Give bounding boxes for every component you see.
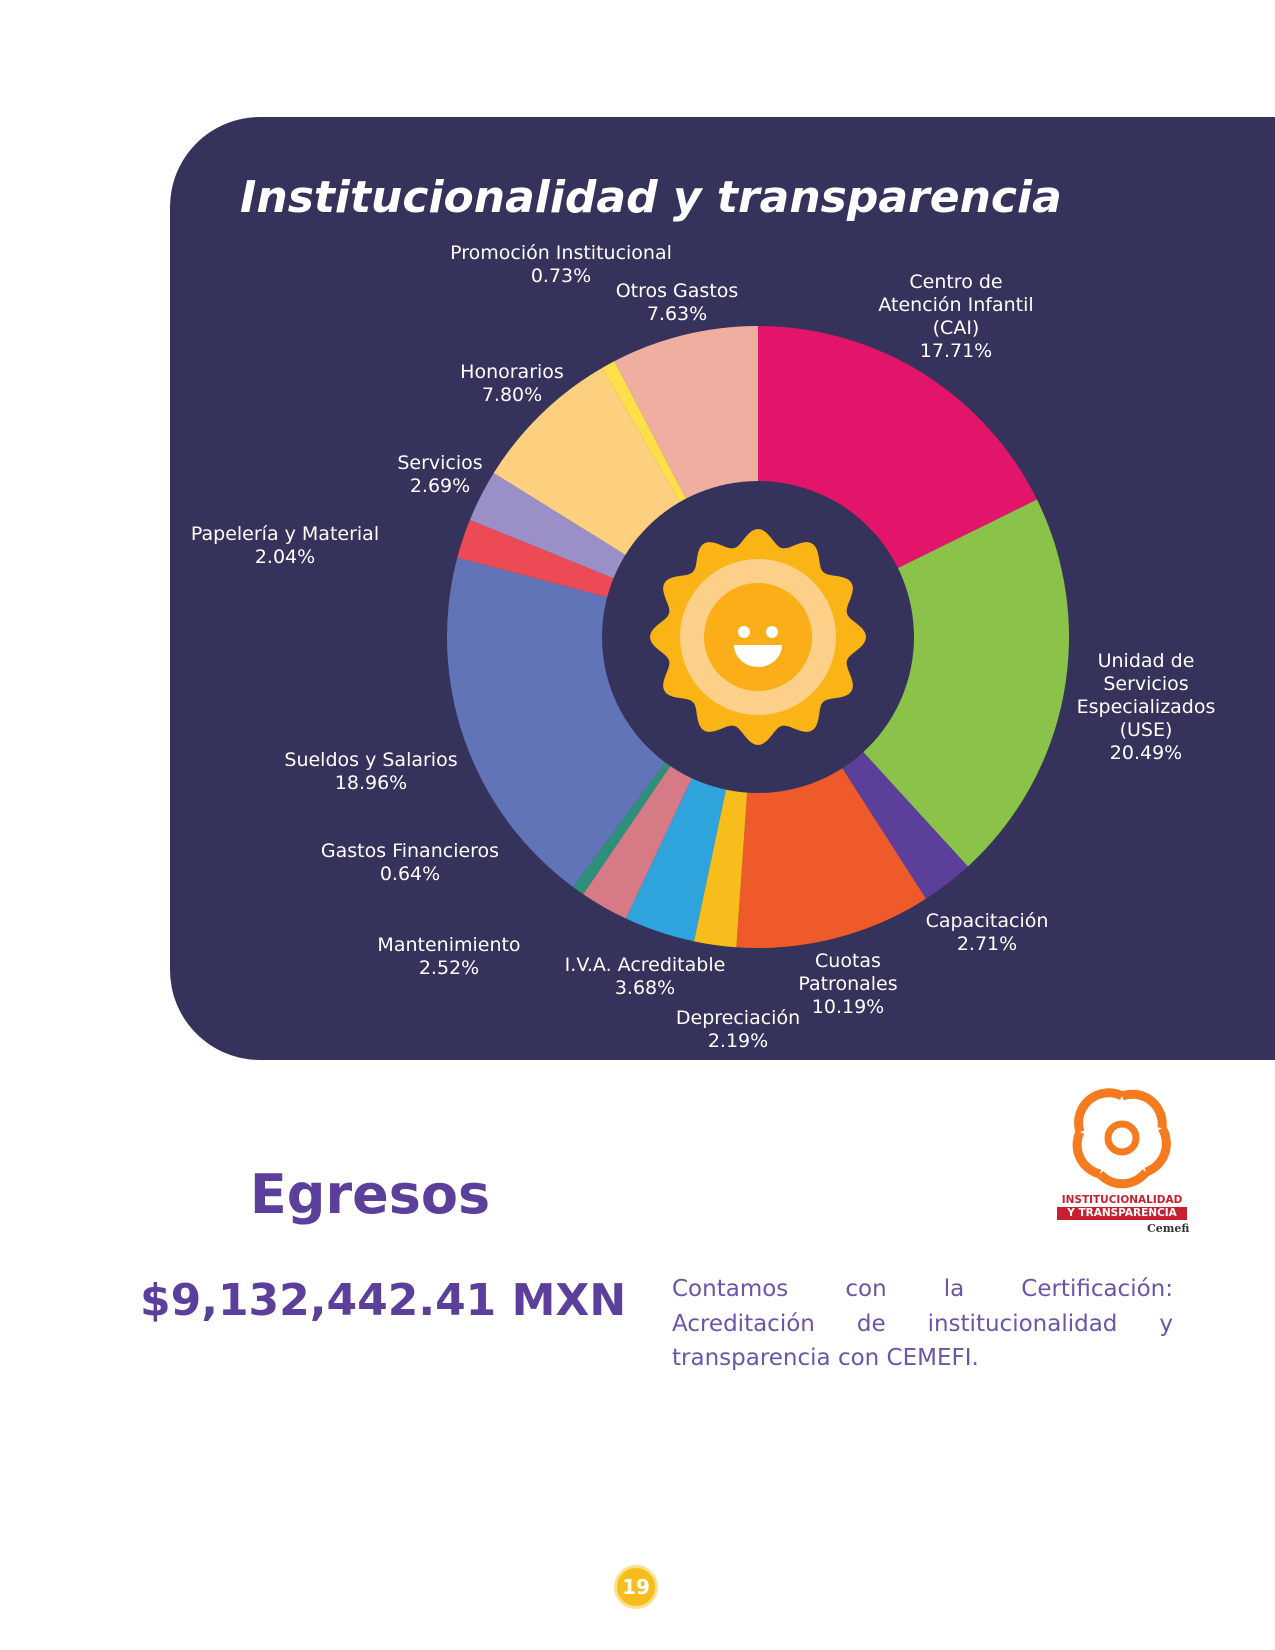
summary-amount: $9,132,442.41 MXN (140, 1275, 627, 1326)
slice-label: Otros Gastos 7.63% (616, 280, 739, 326)
logo-text: INSTITUCIONALIDAD (1061, 1194, 1183, 1206)
category-label: Centro de Atención Infantil (CAI) (878, 271, 1034, 339)
category-label: Promoción Institucional (450, 242, 672, 264)
slice-label: Centro de Atención Infantil (CAI) 17.71% (878, 271, 1033, 363)
slice-label: Mantenimiento 2.52% (377, 934, 520, 980)
slice-label: Honorarios 7.80% (460, 361, 564, 407)
value-label: 17.71% (919, 340, 993, 362)
value-label: 2.04% (254, 546, 316, 568)
logo-brand: Cemefi (1147, 1222, 1190, 1235)
value-label: 2.52% (418, 957, 480, 979)
category-label: Honorarios (460, 361, 564, 383)
category-label: Unidad de Servicios Especializados (USE) (1076, 650, 1216, 741)
category-label: Capacitación (925, 910, 1049, 932)
value-label: 3.68% (614, 977, 676, 999)
summary-text: Contamos con la Certificación: Acreditac… (672, 1276, 1173, 1371)
slice-label: Unidad de Servicios Especializados (USE)… (1077, 650, 1216, 765)
slice-label: Depreciación 2.19% (676, 1007, 800, 1053)
value-label: 18.96% (334, 772, 408, 794)
category-label: I.V.A. Acreditable (564, 954, 726, 976)
value-label: 2.69% (409, 475, 471, 497)
value-label: 7.80% (481, 384, 543, 406)
summary-heading: Egresos (249, 1163, 491, 1226)
slice (758, 499, 1069, 867)
sun-eye (766, 626, 778, 638)
category-label: Sueldos y Salarios (284, 749, 458, 771)
category-label: Depreciación (675, 1007, 801, 1029)
value-label: 20.49% (1109, 742, 1183, 764)
category-label: Cuotas Patronales (798, 950, 898, 995)
value-label: 7.63% (646, 303, 708, 325)
logo-text: Y TRANSPARENCIA (1057, 1207, 1187, 1220)
slice-label: I.V.A. Acreditable 3.68% (565, 954, 726, 1000)
slice-label: Sueldos y Salarios 18.96% (284, 749, 457, 795)
category-label: Gastos Financieros (320, 840, 500, 862)
value-label: 0.73% (530, 265, 592, 287)
value-label: 0.64% (379, 863, 441, 885)
slice-label: Gastos Financieros 0.64% (321, 840, 499, 886)
value-label: 2.19% (707, 1030, 769, 1052)
category-label: Mantenimiento (377, 934, 521, 956)
category-label: Servicios (397, 452, 483, 474)
slice-label: Cuotas Patronales 10.19% (798, 950, 897, 1019)
category-label: Papelería y Material (190, 523, 380, 545)
slice-label: Capacitación 2.71% (926, 910, 1049, 956)
slice-label: Promoción Institucional 0.73% (450, 242, 672, 288)
page-number: 19 (614, 1565, 658, 1609)
sun-eye (738, 626, 750, 638)
value-label: 2.71% (956, 933, 1018, 955)
sun-face (704, 583, 812, 691)
value-label: 10.19% (811, 996, 885, 1018)
category-label: Otros Gastos (615, 280, 739, 302)
slice-label: Papelería y Material 2.04% (191, 523, 379, 569)
sun-mouth (734, 645, 782, 667)
slice-label: Servicios 2.69% (397, 452, 482, 498)
chart-title: Institucionalidad y transparencia (240, 172, 1062, 223)
